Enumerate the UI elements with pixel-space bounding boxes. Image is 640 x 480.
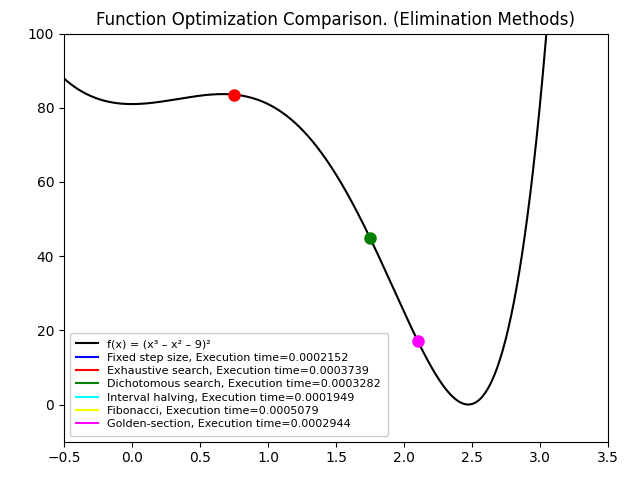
Legend: f(x) = (x³ – x² – 9)², Fixed step size, Execution time=0.0002152, Exhaustive sea: f(x) = (x³ – x² – 9)², Fixed step size, … — [70, 333, 388, 436]
Title: Function Optimization Comparison. (Elimination Methods): Function Optimization Comparison. (Elimi… — [97, 11, 575, 29]
